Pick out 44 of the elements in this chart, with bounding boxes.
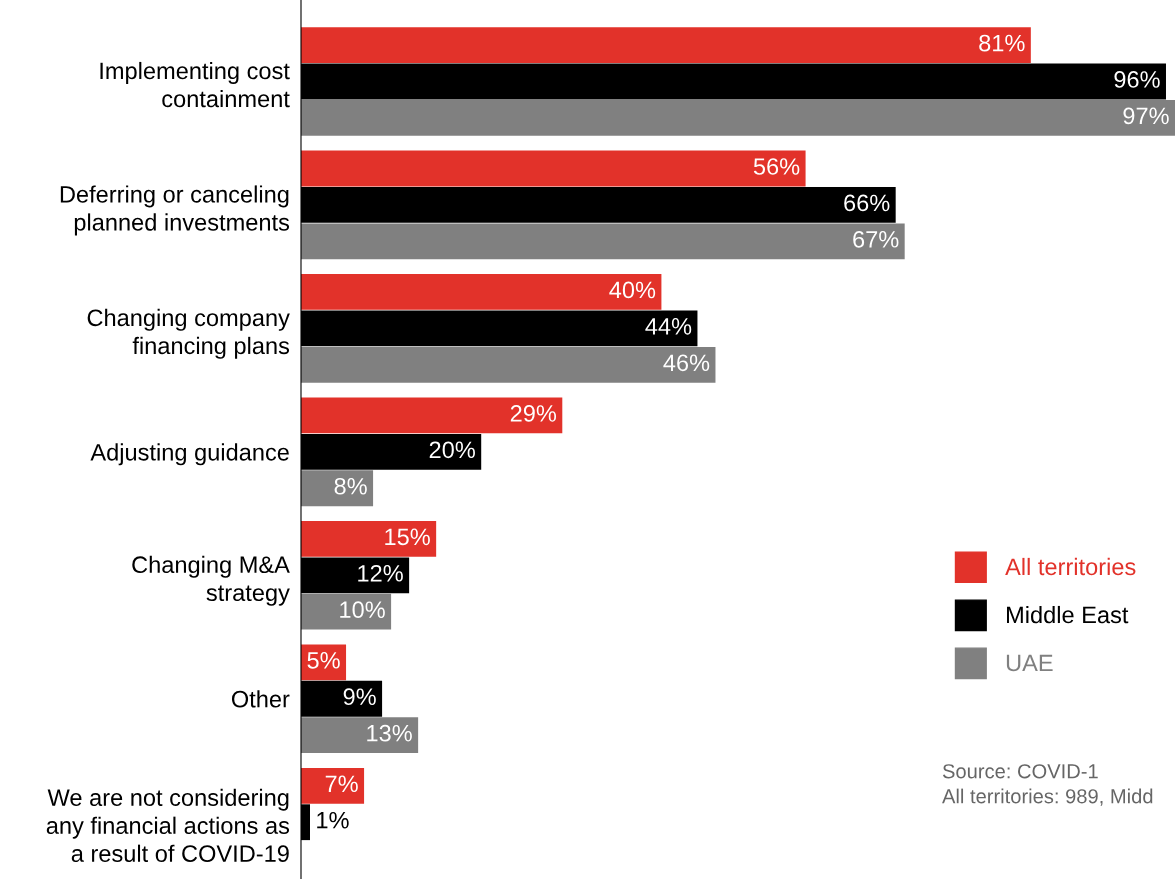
data-label: 96% bbox=[1114, 71, 1160, 88]
y-tick-label: Changing M&A strategy bbox=[132, 555, 290, 606]
bar bbox=[301, 520, 437, 557]
y-tick-label: Deferring or canceling planned investments bbox=[60, 185, 290, 236]
legend-label: All territories bbox=[1005, 557, 1136, 576]
annotation: Source: COVID-1 bbox=[942, 764, 1098, 779]
y-tick-label: Implementing cost containment bbox=[100, 61, 290, 108]
y-tick-label: We are not considering any financial actions as a result of COVID-19 bbox=[46, 788, 290, 862]
data-label: 56% bbox=[753, 158, 800, 175]
data-label: 40% bbox=[609, 281, 656, 299]
bar bbox=[301, 223, 905, 260]
bar bbox=[301, 717, 419, 754]
bar bbox=[301, 593, 392, 630]
bar bbox=[301, 470, 374, 507]
legend-label: Middle East bbox=[1007, 605, 1129, 624]
bar bbox=[301, 27, 1031, 63]
data-label: 13% bbox=[367, 724, 412, 742]
annotation: All territories: 989, Midd bbox=[942, 788, 1153, 806]
data-label: 67% bbox=[853, 230, 899, 248]
data-label: 97% bbox=[1123, 107, 1169, 125]
bar bbox=[301, 397, 563, 434]
data-label: 20% bbox=[429, 441, 475, 459]
bar bbox=[301, 274, 662, 310]
data-label: 15% bbox=[385, 528, 430, 546]
y-tick-label: Adjusting guidance bbox=[90, 443, 289, 466]
legend-label: UAE bbox=[1006, 654, 1053, 672]
y-tick-label: Other bbox=[231, 690, 290, 708]
bar bbox=[301, 100, 1175, 136]
data-label: 5% bbox=[307, 652, 340, 669]
data-label: 9% bbox=[343, 688, 376, 706]
data-label: 7% bbox=[325, 775, 358, 793]
data-label: 8% bbox=[334, 477, 367, 495]
data-label: 46% bbox=[663, 354, 710, 372]
data-label: 12% bbox=[358, 564, 403, 582]
bar bbox=[301, 150, 806, 187]
data-label: 44% bbox=[645, 318, 692, 335]
bar bbox=[301, 767, 365, 804]
data-label: 1% bbox=[317, 811, 349, 829]
data-label: 81% bbox=[979, 34, 1025, 52]
y-tick-label: Changing company financing plans bbox=[87, 308, 290, 359]
data-label: 10% bbox=[340, 601, 385, 619]
data-label: 29% bbox=[510, 405, 557, 422]
bar bbox=[301, 346, 716, 383]
data-label: 66% bbox=[844, 194, 890, 212]
